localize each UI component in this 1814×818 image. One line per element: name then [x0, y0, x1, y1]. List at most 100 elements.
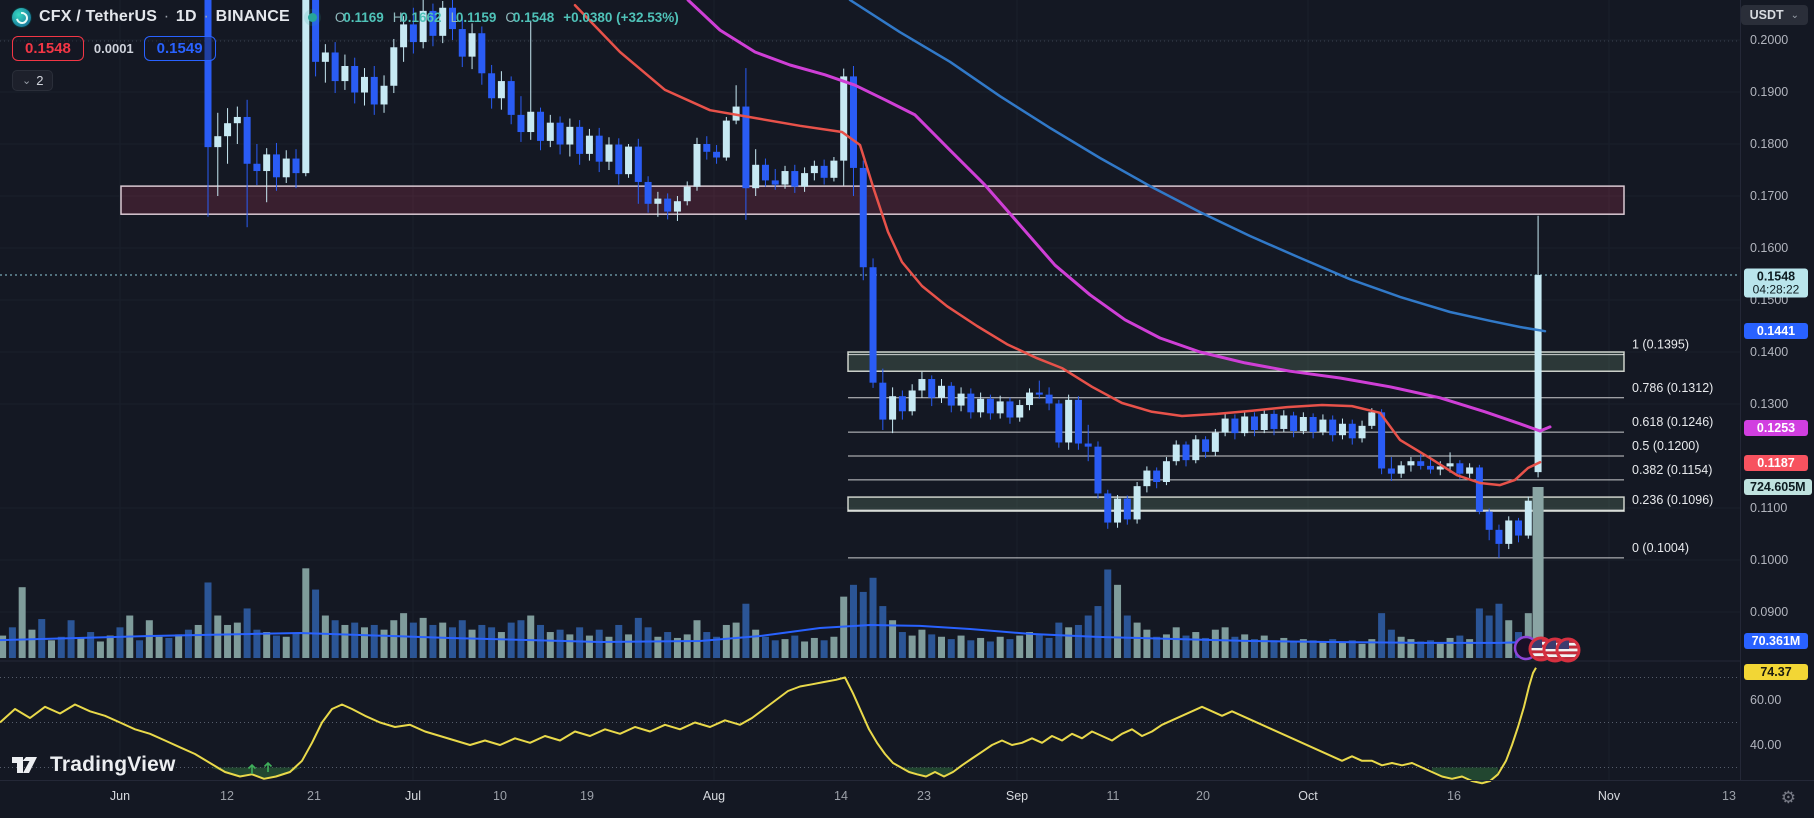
- candlestick[interactable]: [781, 171, 789, 185]
- candlestick[interactable]: [1006, 401, 1014, 418]
- candlestick[interactable]: [1074, 399, 1082, 444]
- symbol-title-row[interactable]: CFX / TetherUS · 1D · BINANCE O 0.1169 H…: [12, 6, 679, 28]
- candlestick[interactable]: [918, 379, 926, 391]
- candlestick[interactable]: [859, 167, 867, 268]
- candlestick[interactable]: [742, 106, 750, 189]
- candlestick[interactable]: [703, 144, 711, 152]
- candlestick[interactable]: [458, 29, 466, 57]
- candlestick[interactable]: [409, 24, 417, 43]
- candlestick[interactable]: [1329, 419, 1337, 436]
- candlestick[interactable]: [224, 123, 232, 137]
- candlestick[interactable]: [321, 52, 329, 62]
- candlestick[interactable]: [253, 163, 261, 172]
- us-flag-sticker-icon[interactable]: [1528, 636, 1554, 662]
- candlestick[interactable]: [1290, 415, 1298, 432]
- demand-zone-lower[interactable]: [847, 496, 1625, 512]
- candlestick[interactable]: [1270, 413, 1278, 429]
- candlestick[interactable]: [928, 379, 936, 398]
- candlestick[interactable]: [1231, 418, 1239, 434]
- candlestick[interactable]: [214, 136, 222, 148]
- candlestick[interactable]: [889, 396, 897, 420]
- sell-button[interactable]: 0.1548: [12, 36, 84, 61]
- candlestick[interactable]: [1524, 500, 1532, 536]
- candlestick[interactable]: [1026, 392, 1034, 406]
- candlestick[interactable]: [1466, 467, 1474, 474]
- candlestick[interactable]: [263, 154, 271, 172]
- candlestick[interactable]: [1260, 413, 1268, 430]
- candlestick[interactable]: [312, 0, 320, 62]
- candlestick[interactable]: [605, 144, 613, 162]
- candlestick[interactable]: [1123, 498, 1131, 520]
- candlestick[interactable]: [1202, 439, 1210, 452]
- candlestick[interactable]: [879, 382, 887, 420]
- candlestick[interactable]: [1280, 415, 1288, 429]
- candlestick[interactable]: [1456, 463, 1464, 474]
- candlestick[interactable]: [351, 66, 359, 93]
- candlestick[interactable]: [468, 33, 476, 57]
- candlestick[interactable]: [1368, 412, 1376, 426]
- candlestick[interactable]: [1045, 394, 1053, 404]
- candlestick[interactable]: [761, 164, 769, 181]
- candlestick[interactable]: [585, 135, 593, 154]
- candlestick[interactable]: [830, 160, 838, 178]
- candlestick[interactable]: [302, 0, 310, 174]
- ma-fast-red[interactable]: [573, 3, 1542, 487]
- candlestick[interactable]: [292, 158, 300, 174]
- candlestick[interactable]: [1153, 470, 1161, 482]
- candlestick[interactable]: [1485, 511, 1493, 530]
- candlestick[interactable]: [957, 393, 965, 406]
- candlestick[interactable]: [986, 398, 994, 414]
- tradingview-logo[interactable]: TradingView: [12, 752, 176, 778]
- candlestick[interactable]: [1241, 416, 1249, 434]
- candlestick[interactable]: [1446, 463, 1454, 467]
- candlestick[interactable]: [1495, 529, 1503, 544]
- candlestick[interactable]: [898, 396, 906, 412]
- candlestick[interactable]: [654, 198, 662, 204]
- candlestick[interactable]: [390, 47, 398, 86]
- candlestick[interactable]: [1534, 275, 1542, 473]
- buy-button[interactable]: 0.1549: [143, 36, 216, 61]
- candlestick[interactable]: [1104, 493, 1112, 523]
- candlestick[interactable]: [1172, 444, 1180, 462]
- candlestick[interactable]: [1016, 405, 1024, 418]
- candlestick[interactable]: [1348, 423, 1356, 439]
- candlestick[interactable]: [1055, 403, 1063, 443]
- candlestick[interactable]: [429, 10, 437, 36]
- candlestick[interactable]: [576, 126, 584, 154]
- candlestick[interactable]: [497, 81, 505, 99]
- candlestick[interactable]: [360, 76, 368, 93]
- indicators-collapse-button[interactable]: ⌄ 2: [12, 70, 54, 91]
- candlestick[interactable]: [1221, 418, 1229, 433]
- candlestick[interactable]: [1250, 416, 1258, 430]
- candlestick[interactable]: [1084, 443, 1092, 447]
- candlestick[interactable]: [1094, 446, 1102, 494]
- candlestick[interactable]: [1065, 399, 1073, 443]
- candlestick[interactable]: [1319, 419, 1327, 433]
- candlestick[interactable]: [1397, 465, 1405, 474]
- candlestick[interactable]: [840, 76, 848, 161]
- candlestick[interactable]: [996, 401, 1004, 414]
- candlestick[interactable]: [233, 116, 241, 124]
- candlestick[interactable]: [673, 201, 681, 212]
- candlestick[interactable]: [1133, 486, 1141, 520]
- candlestick[interactable]: [341, 66, 349, 82]
- candlestick[interactable]: [771, 180, 779, 185]
- candlestick[interactable]: [625, 146, 633, 175]
- candlestick[interactable]: [1299, 417, 1307, 432]
- candlestick[interactable]: [1114, 498, 1122, 523]
- candlestick[interactable]: [693, 144, 701, 187]
- candlestick[interactable]: [1143, 470, 1151, 487]
- candlestick[interactable]: [722, 120, 730, 158]
- candlestick[interactable]: [1162, 461, 1170, 482]
- candlestick[interactable]: [967, 393, 975, 413]
- candlestick[interactable]: [331, 52, 339, 82]
- candlestick[interactable]: [634, 146, 642, 182]
- candlestick[interactable]: [370, 76, 378, 105]
- candlestick[interactable]: [1407, 461, 1415, 466]
- candlestick[interactable]: [820, 165, 828, 178]
- candlestick[interactable]: [595, 135, 603, 162]
- candlestick[interactable]: [664, 198, 672, 212]
- currency-toggle-button[interactable]: USDT ⌄: [1740, 5, 1808, 25]
- candlestick[interactable]: [1358, 425, 1366, 439]
